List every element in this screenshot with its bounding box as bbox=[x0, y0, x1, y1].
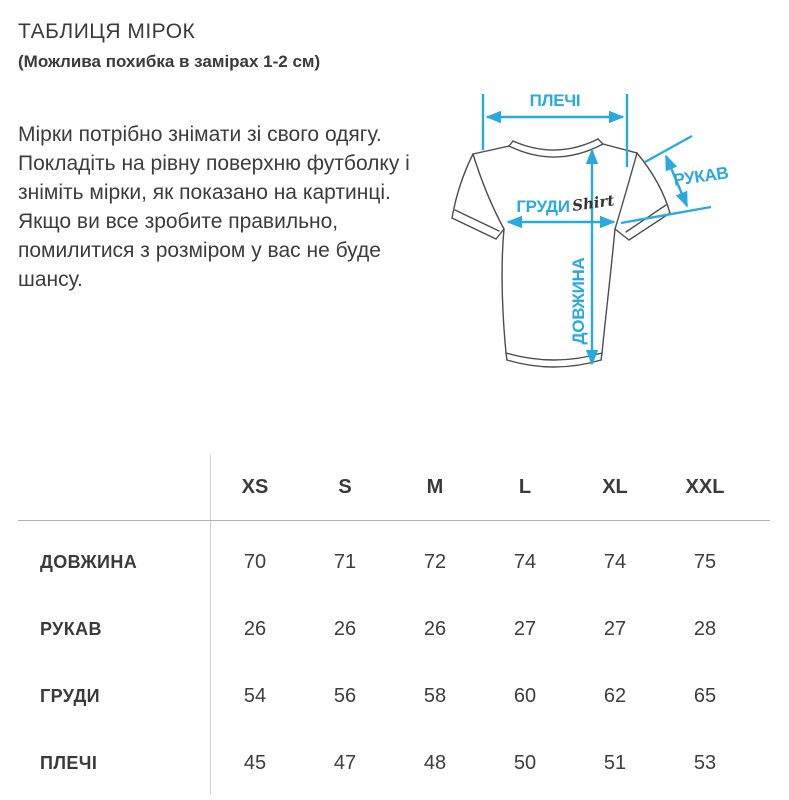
table-row-shoulders: ПЛЕЧІ 45 47 48 50 51 53 bbox=[0, 730, 750, 797]
size-value-cell: 65 bbox=[693, 685, 717, 707]
size-table: XS S M L XL XXL ДОВЖИНА 70 71 72 74 74 7… bbox=[0, 455, 789, 800]
column-header-s: S bbox=[338, 476, 352, 498]
column-header-l: L bbox=[518, 476, 532, 498]
length-label: ДОВЖИНА bbox=[569, 257, 588, 344]
size-value-cell: 54 bbox=[243, 685, 267, 707]
size-value-cell: 50 bbox=[513, 752, 537, 774]
size-value-cell: 26 bbox=[423, 618, 447, 640]
size-value-cell: 71 bbox=[333, 551, 357, 573]
page-subtitle: (Можлива похибка в замірах 1-2 см) bbox=[18, 52, 321, 71]
chest-label: ГРУДИ bbox=[516, 197, 569, 216]
page-title: ТАБЛИЦЯ МІРОК bbox=[18, 20, 196, 43]
column-header-m: M bbox=[426, 476, 444, 498]
table-row-chest: ГРУДИ 54 56 58 60 62 65 bbox=[0, 663, 750, 730]
brand-logo-text: Shirt bbox=[571, 191, 615, 215]
sleeve-measure-arrow bbox=[620, 134, 712, 225]
header: ТАБЛИЦЯ МІРОК (Можлива похибка в замірах… bbox=[18, 20, 320, 72]
shoulders-label: ПЛЕЧІ bbox=[530, 91, 581, 110]
column-header-xs: XS bbox=[241, 476, 269, 498]
size-value-cell: 62 bbox=[603, 685, 627, 707]
tshirt-diagram-svg: ПЛЕЧІ ГРУДИ РУКАВ ДОВЖИНА Shirt bbox=[451, 91, 730, 368]
size-row-label: ДОВЖИНА bbox=[40, 552, 138, 572]
size-value-cell: 27 bbox=[513, 618, 537, 640]
size-row-label: ГРУДИ bbox=[40, 686, 101, 706]
size-value-cell: 74 bbox=[513, 551, 537, 573]
size-row-label: ПЛЕЧІ bbox=[40, 753, 98, 773]
table-row-sleeve: РУКАВ 26 26 26 27 27 28 bbox=[0, 596, 750, 663]
column-header-xxl: XXL bbox=[685, 476, 725, 498]
size-value-cell: 26 bbox=[333, 618, 357, 640]
table-row-length: ДОВЖИНА 70 71 72 74 74 75 bbox=[0, 529, 750, 596]
size-value-cell: 26 bbox=[243, 618, 267, 640]
tshirt-outline bbox=[451, 138, 671, 368]
size-value-cell: 53 bbox=[693, 752, 717, 774]
size-value-cell: 74 bbox=[603, 551, 627, 573]
table-vertical-divider bbox=[210, 455, 211, 795]
size-value-cell: 60 bbox=[513, 685, 537, 707]
size-value-cell: 48 bbox=[423, 752, 447, 774]
size-value-cell: 72 bbox=[423, 551, 447, 573]
shoulders-measure-arrow bbox=[481, 94, 629, 167]
table-header-divider bbox=[18, 520, 770, 521]
size-value-cell: 27 bbox=[603, 618, 627, 640]
size-value-cell: 51 bbox=[603, 752, 627, 774]
size-table-header-row: XS S M L XL XXL bbox=[0, 455, 750, 520]
intro-paragraph: Мірки потрібно знімати зі свого одягу. П… bbox=[18, 123, 410, 291]
tshirt-measurement-diagram: ПЛЕЧІ ГРУДИ РУКАВ ДОВЖИНА Shirt bbox=[445, 72, 785, 402]
size-value-cell: 47 bbox=[333, 752, 357, 774]
column-header-xl: XL bbox=[602, 476, 628, 498]
size-row-label: РУКАВ bbox=[40, 619, 102, 639]
sleeve-label: РУКАВ bbox=[672, 163, 729, 189]
size-value-cell: 70 bbox=[243, 551, 267, 573]
size-value-cell: 58 bbox=[423, 685, 447, 707]
size-value-cell: 28 bbox=[693, 618, 717, 640]
size-value-cell: 56 bbox=[333, 685, 357, 707]
size-value-cell: 45 bbox=[243, 752, 267, 774]
size-value-cell: 75 bbox=[693, 551, 717, 573]
